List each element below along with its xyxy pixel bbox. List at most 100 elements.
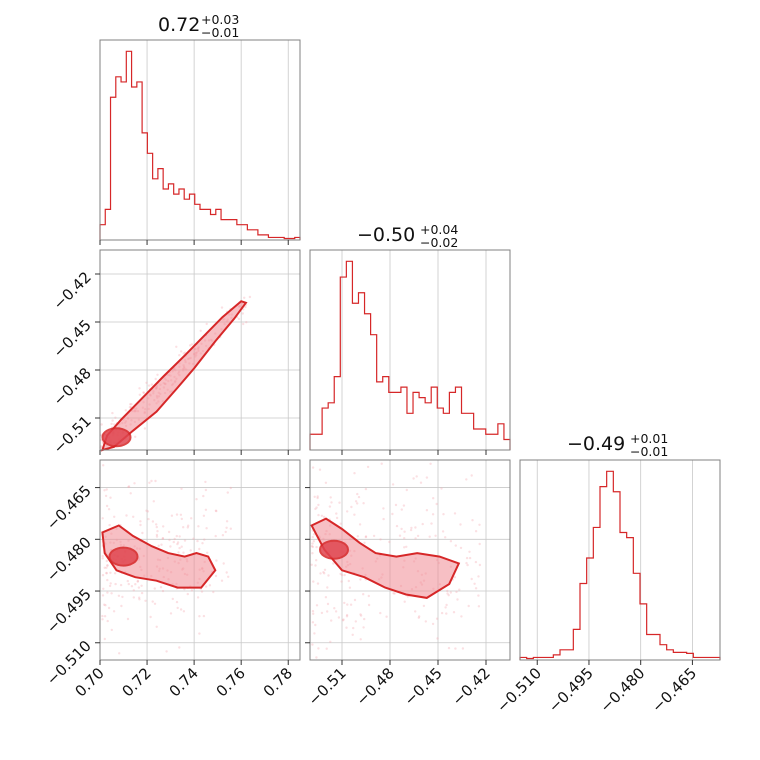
sample-point — [190, 343, 194, 346]
sample-point — [138, 598, 141, 601]
sample-point — [317, 503, 320, 507]
sample-point — [138, 596, 141, 599]
sample-point — [465, 561, 468, 565]
sample-point — [205, 322, 208, 326]
sample-point — [430, 522, 433, 525]
sample-point — [106, 591, 109, 594]
sample-point — [208, 584, 212, 587]
contour-fill-2 — [102, 525, 216, 588]
sample-point — [173, 537, 176, 541]
sample-point — [188, 344, 192, 347]
sample-point — [113, 572, 117, 575]
sample-point — [379, 611, 382, 615]
sample-point — [453, 576, 457, 579]
sample-point — [409, 528, 413, 532]
sample-point — [229, 486, 232, 490]
param-2-x-tick-label: −0.48 — [353, 664, 398, 709]
sample-point — [346, 603, 349, 606]
sample-point — [400, 508, 403, 511]
sample-point — [162, 525, 165, 528]
sample-point — [180, 350, 183, 353]
sample-point — [358, 523, 362, 526]
title-param-2-value: −0.50 — [357, 224, 415, 246]
sample-point — [103, 615, 107, 618]
sample-point — [326, 586, 329, 589]
sample-point — [388, 540, 391, 544]
sample-point — [403, 537, 406, 540]
sample-point — [332, 562, 335, 565]
sample-point — [197, 525, 200, 528]
sample-point — [107, 508, 111, 511]
sample-point — [105, 504, 109, 508]
sample-point — [330, 619, 333, 622]
sample-point — [127, 485, 130, 489]
sample-point — [136, 579, 140, 583]
sample-point — [312, 540, 315, 543]
panel-frame-r3-c2 — [309, 459, 511, 661]
sample-point — [169, 545, 172, 548]
sample-point — [102, 587, 105, 590]
sample-point — [103, 637, 107, 641]
sample-point — [428, 535, 431, 538]
sample-point — [478, 523, 481, 526]
sample-point — [198, 547, 201, 551]
title-param-1-lower: −0.01 — [201, 25, 239, 40]
param-2-x-tick-label: −0.51 — [305, 664, 350, 709]
sample-point — [126, 617, 130, 621]
sample-point — [447, 594, 450, 597]
sample-point — [189, 549, 192, 552]
sample-point — [101, 618, 104, 621]
sample-point — [311, 535, 314, 539]
sample-point — [214, 534, 217, 538]
sample-point — [311, 621, 315, 624]
sample-point — [323, 568, 327, 571]
sample-point — [473, 582, 476, 585]
sample-point — [337, 616, 341, 619]
sample-point — [382, 517, 385, 521]
sample-point — [101, 554, 104, 558]
sample-point — [182, 610, 186, 613]
sample-point — [435, 502, 438, 506]
sample-point — [329, 640, 332, 643]
sample-point — [148, 481, 151, 484]
sample-point — [310, 563, 313, 566]
sample-point — [440, 611, 444, 615]
sample-point — [347, 579, 350, 583]
sample-point — [454, 544, 457, 547]
sample-point — [139, 520, 142, 523]
sample-point — [243, 296, 246, 299]
sample-point — [195, 498, 198, 501]
sample-point — [342, 618, 345, 621]
sample-point — [149, 615, 152, 619]
sample-point — [222, 562, 225, 565]
sample-point — [477, 594, 480, 597]
sample-point — [178, 646, 181, 649]
sample-point — [171, 597, 174, 601]
sample-point — [477, 605, 481, 608]
sample-point — [155, 535, 159, 538]
sample-point — [453, 512, 457, 515]
sample-point — [113, 515, 116, 518]
sample-point — [350, 505, 353, 509]
sample-point — [120, 604, 123, 608]
sample-point — [455, 590, 458, 594]
sample-point — [320, 611, 324, 615]
sample-point — [444, 536, 447, 539]
sample-point — [333, 607, 336, 610]
sample-point — [432, 497, 435, 500]
histogram-param-1 — [99, 50, 301, 240]
sample-point — [359, 638, 362, 641]
sample-point — [400, 527, 403, 531]
title-param-2-lower: −0.02 — [420, 235, 458, 250]
sample-point — [110, 422, 113, 426]
sample-point — [458, 588, 461, 591]
sample-point — [183, 539, 187, 542]
param-2-x-tick-label: −0.45 — [401, 664, 446, 709]
sample-point — [459, 523, 462, 526]
sample-point — [221, 534, 225, 537]
sample-point — [405, 545, 408, 548]
sample-point — [154, 377, 157, 381]
sample-point — [346, 510, 349, 513]
sample-point — [356, 492, 359, 496]
sample-point — [379, 538, 382, 541]
